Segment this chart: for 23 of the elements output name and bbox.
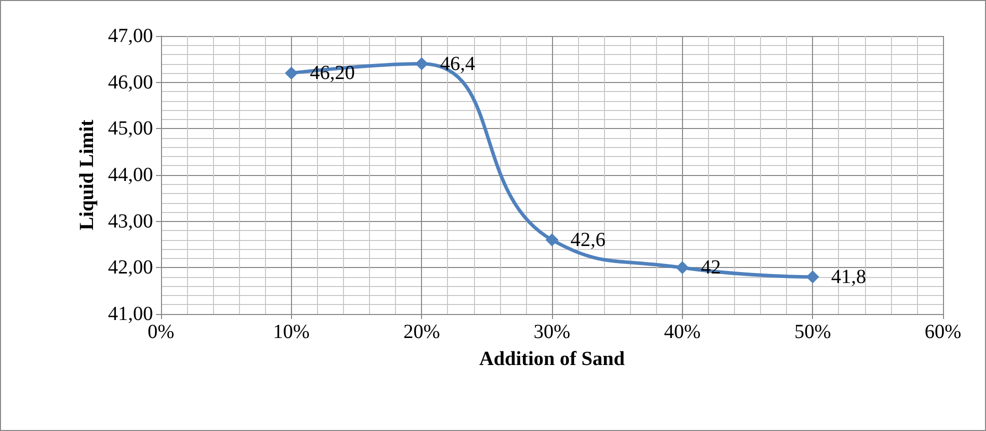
x-tick-label: 60% [924,321,962,343]
y-tick-label: 44,00 [108,164,153,186]
y-tick-label: 43,00 [108,210,153,232]
x-tick-label: 20% [403,321,440,343]
point [284,66,298,80]
x-tick-label: 10% [272,321,310,343]
y-tick-label: 47,00 [108,25,153,47]
x-tick-label: 40% [664,321,701,343]
y-tick-label: 42,00 [108,256,153,279]
y-axis-title: Liquid Limit [76,119,98,230]
y-tick-label: 45,00 [108,118,153,140]
point [806,270,820,284]
data-label: 46,4 [440,52,476,75]
x-tick-label: 30% [534,321,570,343]
point [415,57,428,70]
point [546,233,558,246]
data-label: 41,8 [831,266,866,288]
x-tick-label: 50% [794,321,832,343]
data-label: 42,6 [570,228,606,251]
x-axis-title: Addition of Sand [479,348,625,370]
y-tick-label: 46,00 [108,71,153,94]
point [676,261,689,274]
data-label: 42 [700,256,721,279]
